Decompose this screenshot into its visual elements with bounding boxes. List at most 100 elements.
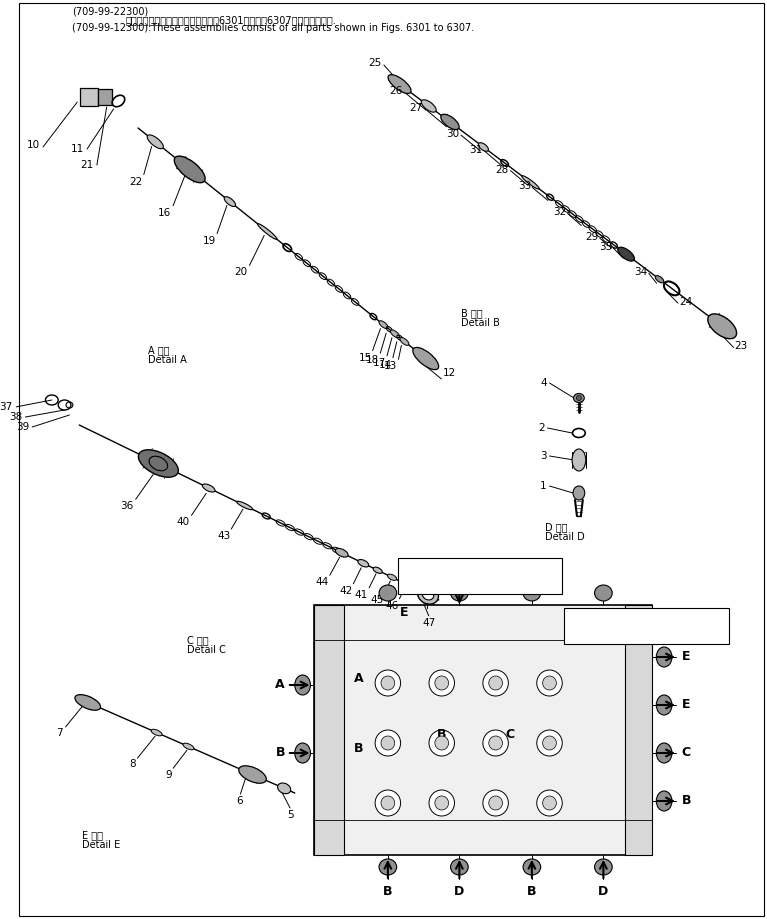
Text: (709-99-22300): (709-99-22300) — [72, 7, 149, 17]
Ellipse shape — [183, 743, 194, 750]
Text: Detail D: Detail D — [545, 532, 584, 542]
Circle shape — [375, 790, 400, 816]
Text: E: E — [682, 698, 690, 711]
Text: 13: 13 — [384, 361, 397, 371]
Text: A: A — [455, 564, 464, 577]
Circle shape — [537, 790, 562, 816]
Ellipse shape — [295, 743, 311, 763]
Text: Serial No. 11001】11954: Serial No. 11001】11954 — [569, 624, 679, 633]
Ellipse shape — [174, 156, 205, 183]
Ellipse shape — [138, 449, 179, 477]
Text: 17: 17 — [373, 357, 386, 368]
Text: Detail B: Detail B — [461, 318, 500, 328]
Ellipse shape — [379, 585, 397, 601]
Text: 4: 4 — [540, 378, 547, 388]
Text: 22: 22 — [130, 176, 143, 187]
Text: 29: 29 — [586, 233, 599, 243]
Text: 30: 30 — [446, 129, 459, 139]
Ellipse shape — [151, 730, 162, 736]
Ellipse shape — [202, 484, 215, 492]
Ellipse shape — [577, 395, 581, 401]
Text: 46: 46 — [385, 601, 399, 611]
Text: C 詳細: C 詳細 — [187, 635, 209, 645]
Text: 16: 16 — [158, 208, 171, 218]
Ellipse shape — [523, 585, 541, 601]
Ellipse shape — [335, 549, 348, 557]
Ellipse shape — [379, 321, 388, 329]
Text: 14: 14 — [379, 359, 392, 369]
Text: 28: 28 — [495, 165, 509, 175]
Text: 31: 31 — [469, 145, 482, 155]
Text: A: A — [275, 678, 285, 691]
Text: 47: 47 — [422, 618, 436, 628]
Ellipse shape — [574, 393, 584, 403]
Ellipse shape — [295, 675, 311, 695]
Circle shape — [489, 676, 502, 690]
Ellipse shape — [657, 743, 672, 763]
Ellipse shape — [239, 766, 266, 783]
Text: 40: 40 — [176, 517, 189, 528]
Text: 38: 38 — [9, 412, 22, 422]
Text: 23: 23 — [735, 342, 748, 351]
Ellipse shape — [450, 859, 468, 875]
Ellipse shape — [400, 580, 413, 588]
Text: 20: 20 — [235, 267, 248, 278]
Text: 適用号機: 適用号機 — [403, 562, 424, 571]
Text: 3: 3 — [540, 451, 547, 461]
Text: 33: 33 — [518, 181, 532, 191]
Text: B 詳細: B 詳細 — [461, 308, 483, 318]
Text: Detail E: Detail E — [82, 840, 120, 850]
Text: 34: 34 — [634, 267, 648, 278]
Bar — [98, 89, 111, 105]
Circle shape — [435, 736, 449, 750]
Text: 25: 25 — [369, 58, 382, 68]
Bar — [81, 88, 98, 106]
Text: D: D — [454, 885, 465, 898]
Ellipse shape — [441, 114, 459, 130]
Text: 39: 39 — [16, 422, 29, 432]
Circle shape — [375, 730, 400, 756]
Text: 18: 18 — [366, 355, 380, 365]
Text: 36: 36 — [120, 502, 133, 511]
Circle shape — [381, 736, 395, 750]
Ellipse shape — [373, 567, 382, 573]
Circle shape — [375, 670, 400, 696]
Ellipse shape — [617, 247, 634, 261]
Text: 15: 15 — [358, 353, 372, 363]
Text: 9: 9 — [166, 770, 173, 780]
Circle shape — [429, 730, 455, 756]
Text: 12: 12 — [443, 368, 456, 378]
Text: 35: 35 — [599, 243, 612, 252]
Text: D 詳細: D 詳細 — [545, 522, 567, 532]
Circle shape — [435, 676, 449, 690]
Text: A 詳細: A 詳細 — [148, 345, 170, 355]
Ellipse shape — [358, 560, 369, 567]
Text: B: B — [527, 885, 537, 898]
Text: Detail A: Detail A — [148, 355, 186, 365]
Ellipse shape — [147, 135, 163, 149]
Text: 44: 44 — [315, 577, 329, 587]
Text: B: B — [682, 795, 691, 808]
Text: Serial No. 11001】11954: Serial No. 11001】11954 — [403, 574, 512, 583]
Ellipse shape — [417, 585, 439, 604]
Ellipse shape — [388, 74, 411, 94]
Ellipse shape — [258, 223, 277, 239]
Text: (709-99-12300):These assemblies consist of all parts shown in Figs. 6301 to 6307: (709-99-12300):These assemblies consist … — [72, 23, 475, 33]
Bar — [314, 605, 653, 855]
Text: これらのアセンブリの構成部品は第6301図から第6307図まで含みます.: これらのアセンブリの構成部品は第6301図から第6307図まで含みます. — [125, 15, 336, 25]
Text: B: B — [275, 746, 285, 759]
Text: D: D — [598, 885, 608, 898]
Ellipse shape — [237, 501, 252, 510]
Text: E 詳細: E 詳細 — [82, 830, 104, 840]
Circle shape — [542, 676, 556, 690]
Ellipse shape — [572, 449, 586, 471]
Text: Detail C: Detail C — [187, 645, 226, 655]
Text: 41: 41 — [355, 590, 368, 600]
Circle shape — [435, 796, 449, 810]
Ellipse shape — [423, 590, 433, 600]
Text: 27: 27 — [410, 103, 423, 113]
Ellipse shape — [657, 791, 672, 811]
Text: 7: 7 — [56, 728, 63, 738]
Ellipse shape — [657, 695, 672, 715]
Ellipse shape — [413, 347, 439, 369]
